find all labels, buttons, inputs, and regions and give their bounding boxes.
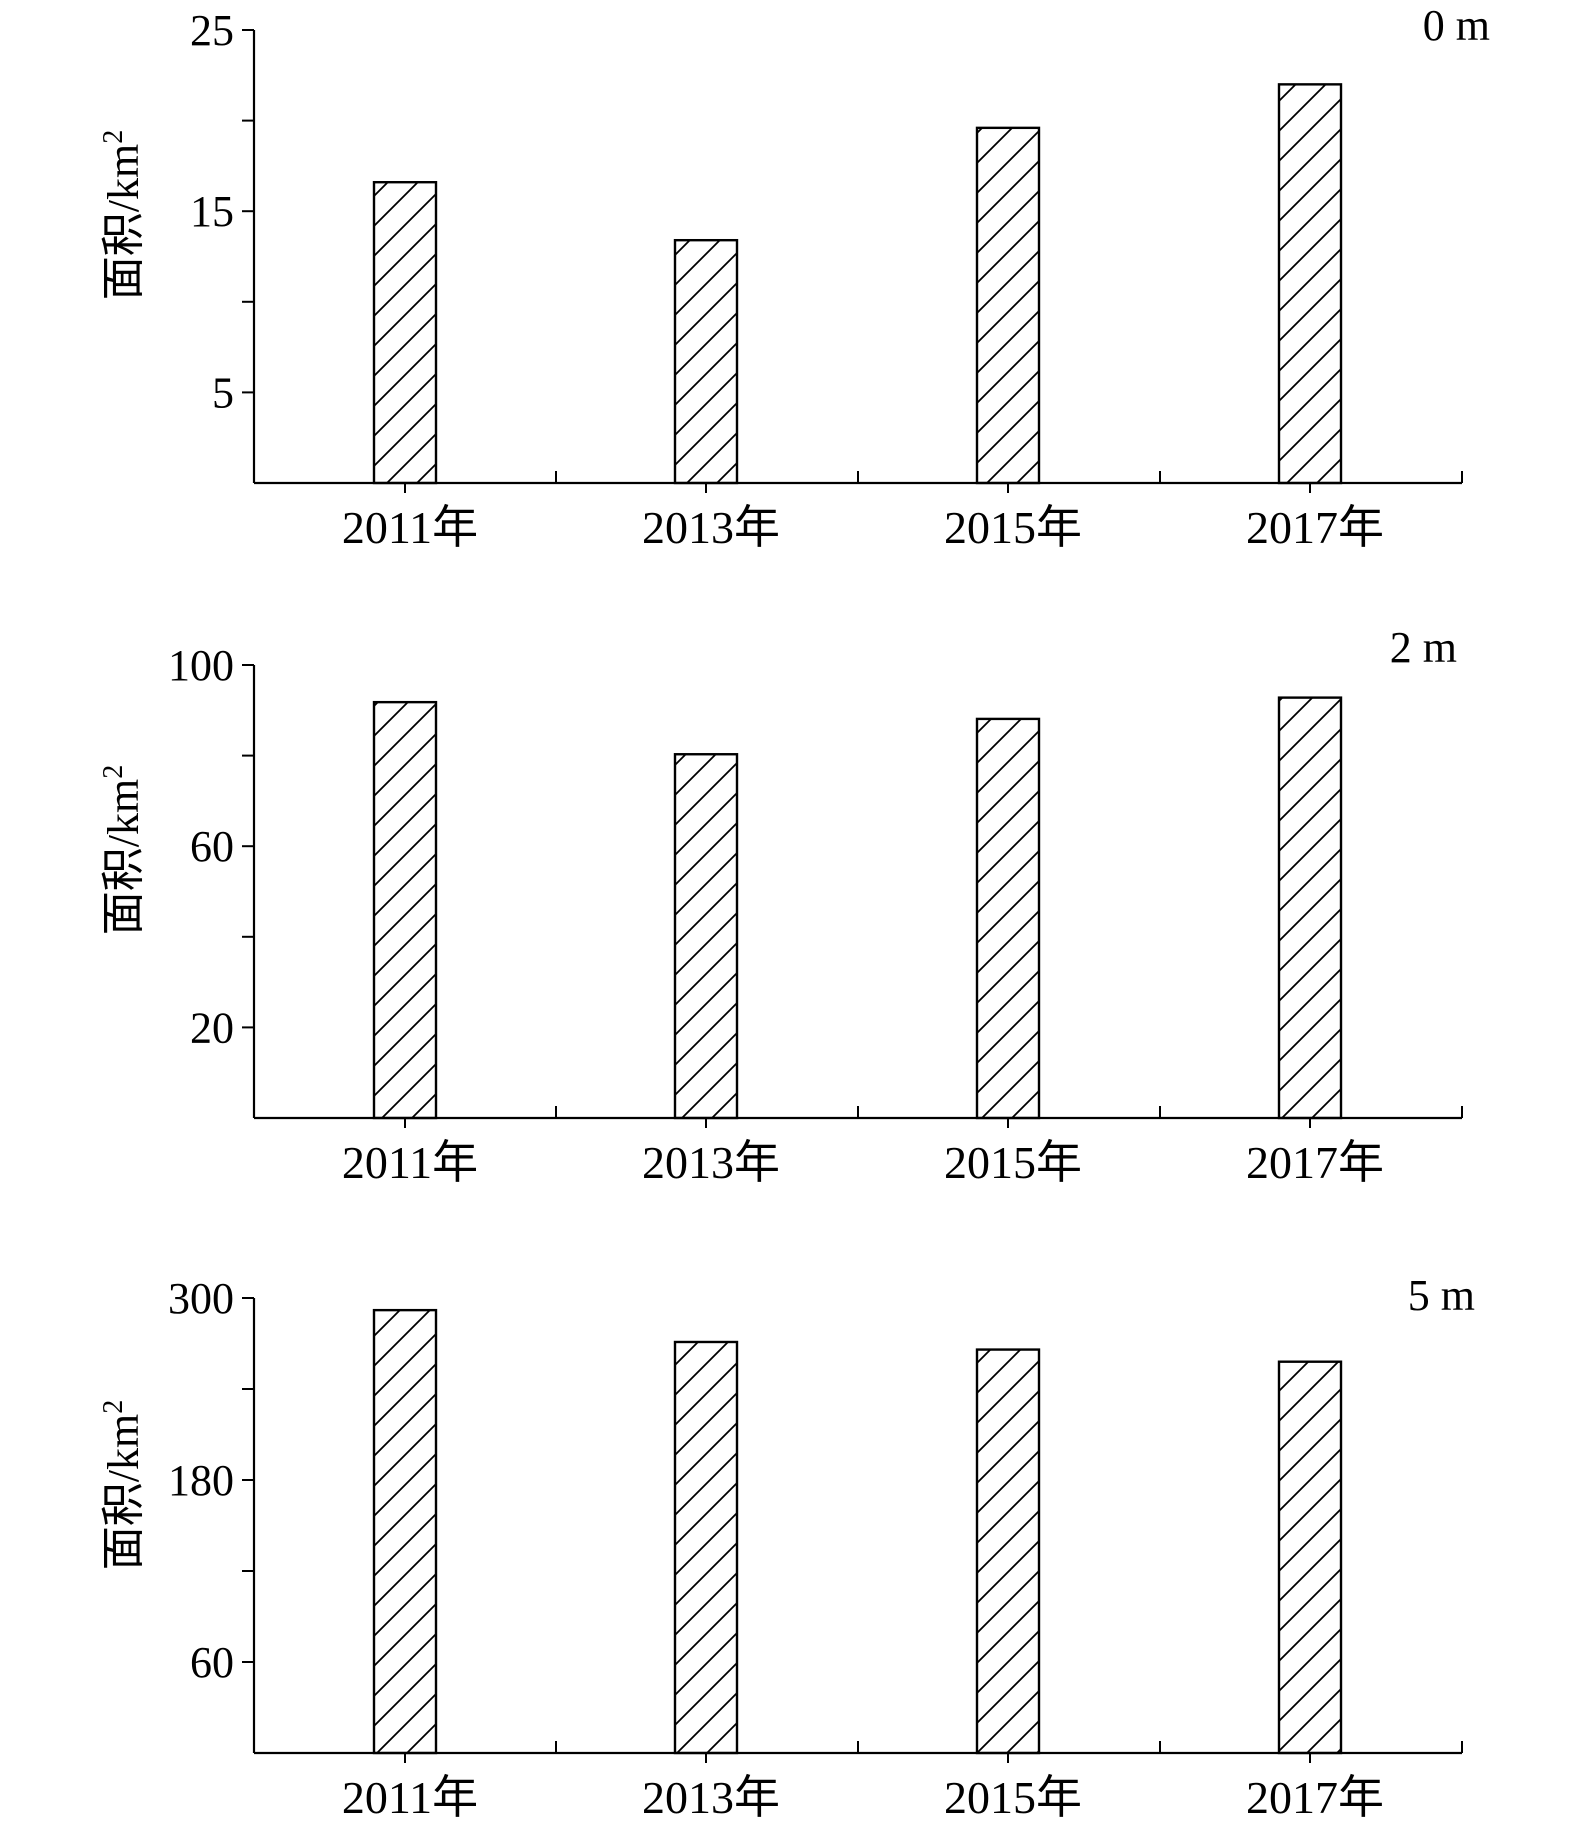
- bar-2013年: [673, 1340, 739, 1755]
- bar-2011年: [372, 700, 438, 1120]
- bar-2011年: [372, 1308, 438, 1755]
- x-tick-label: 2017年: [1246, 1772, 1384, 1823]
- ticks-2m: 20 60 100: [168, 641, 1463, 1118]
- panel-label: 2 m: [1390, 623, 1457, 672]
- bar-2013年: [673, 753, 739, 1120]
- chart-panel-2m: 20 60 100 2011年 2013年 2015年 2017年 2 m 面积/km2: [98, 623, 1463, 1188]
- y-tick-label: 20: [190, 1003, 234, 1052]
- x-tick-labels-2m: 2011年 2013年 2015年 2017年: [342, 1137, 1384, 1188]
- chart-panel-0m: 5 15 25 2011年 2013年 2015年 2017年 0 m 面积/km2: [98, 1, 1490, 553]
- y-tick-label: 300: [168, 1274, 234, 1323]
- y-tick-label: 180: [168, 1456, 234, 1505]
- y-tick-label: 5: [212, 368, 234, 417]
- y-axis-label-sup: 2: [98, 765, 129, 779]
- bar-2017年: [1277, 1360, 1343, 1755]
- y-axis-label-main: 面积/km: [99, 779, 148, 935]
- bars-2m: [372, 696, 1343, 1128]
- x-tick-label: 2017年: [1246, 502, 1384, 553]
- bars-5m: [372, 1308, 1343, 1763]
- panel-label: 0 m: [1423, 1, 1490, 50]
- y-axis-label-main: 面积/km: [99, 1414, 148, 1570]
- chart-panel-5m: 60 180 300 2011年 2013年 2015年 2017年 5 m 面积/km2: [98, 1271, 1475, 1823]
- bars-0m: [372, 83, 1343, 493]
- y-tick-label: 15: [190, 187, 234, 236]
- y-axis-label: 面积/km2: [98, 765, 148, 935]
- x-tick-labels-5m: 2011年 2013年 2015年 2017年: [342, 1772, 1384, 1823]
- y-tick-label: 60: [190, 1638, 234, 1687]
- y-tick-label: 100: [168, 641, 234, 690]
- bar-2011年: [372, 181, 438, 485]
- y-tick-label: 60: [190, 822, 234, 871]
- x-tick-label: 2013年: [642, 1137, 780, 1188]
- bar-2017年: [1277, 83, 1343, 485]
- x-tick-label: 2015年: [944, 502, 1082, 553]
- bar-2017年: [1277, 696, 1343, 1120]
- y-axis-label-sup: 2: [98, 1400, 129, 1414]
- y-axis-label: 面积/km2: [98, 1400, 148, 1570]
- x-tick-labels-0m: 2011年 2013年 2015年 2017年: [342, 502, 1384, 553]
- ticks-0m: 5 15 25: [190, 6, 1463, 483]
- ticks-5m: 60 180 300: [168, 1274, 1463, 1753]
- bar-2015年: [975, 1348, 1041, 1755]
- x-tick-label: 2011年: [342, 502, 478, 553]
- y-axis-label-sup: 2: [98, 130, 129, 144]
- y-axis-label-main: 面积/km: [99, 144, 148, 300]
- x-tick-label: 2015年: [944, 1137, 1082, 1188]
- bar-2015年: [975, 717, 1041, 1120]
- x-tick-label: 2011年: [342, 1137, 478, 1188]
- x-tick-label: 2015年: [944, 1772, 1082, 1823]
- panel-label: 5 m: [1408, 1271, 1475, 1320]
- y-tick-label: 25: [190, 6, 234, 55]
- bar-2015年: [975, 126, 1041, 485]
- x-tick-label: 2017年: [1246, 1137, 1384, 1188]
- x-tick-label: 2013年: [642, 502, 780, 553]
- bar-2013年: [673, 238, 739, 485]
- y-axis-label: 面积/km2: [98, 130, 148, 300]
- x-tick-label: 2013年: [642, 1772, 780, 1823]
- x-tick-label: 2011年: [342, 1772, 478, 1823]
